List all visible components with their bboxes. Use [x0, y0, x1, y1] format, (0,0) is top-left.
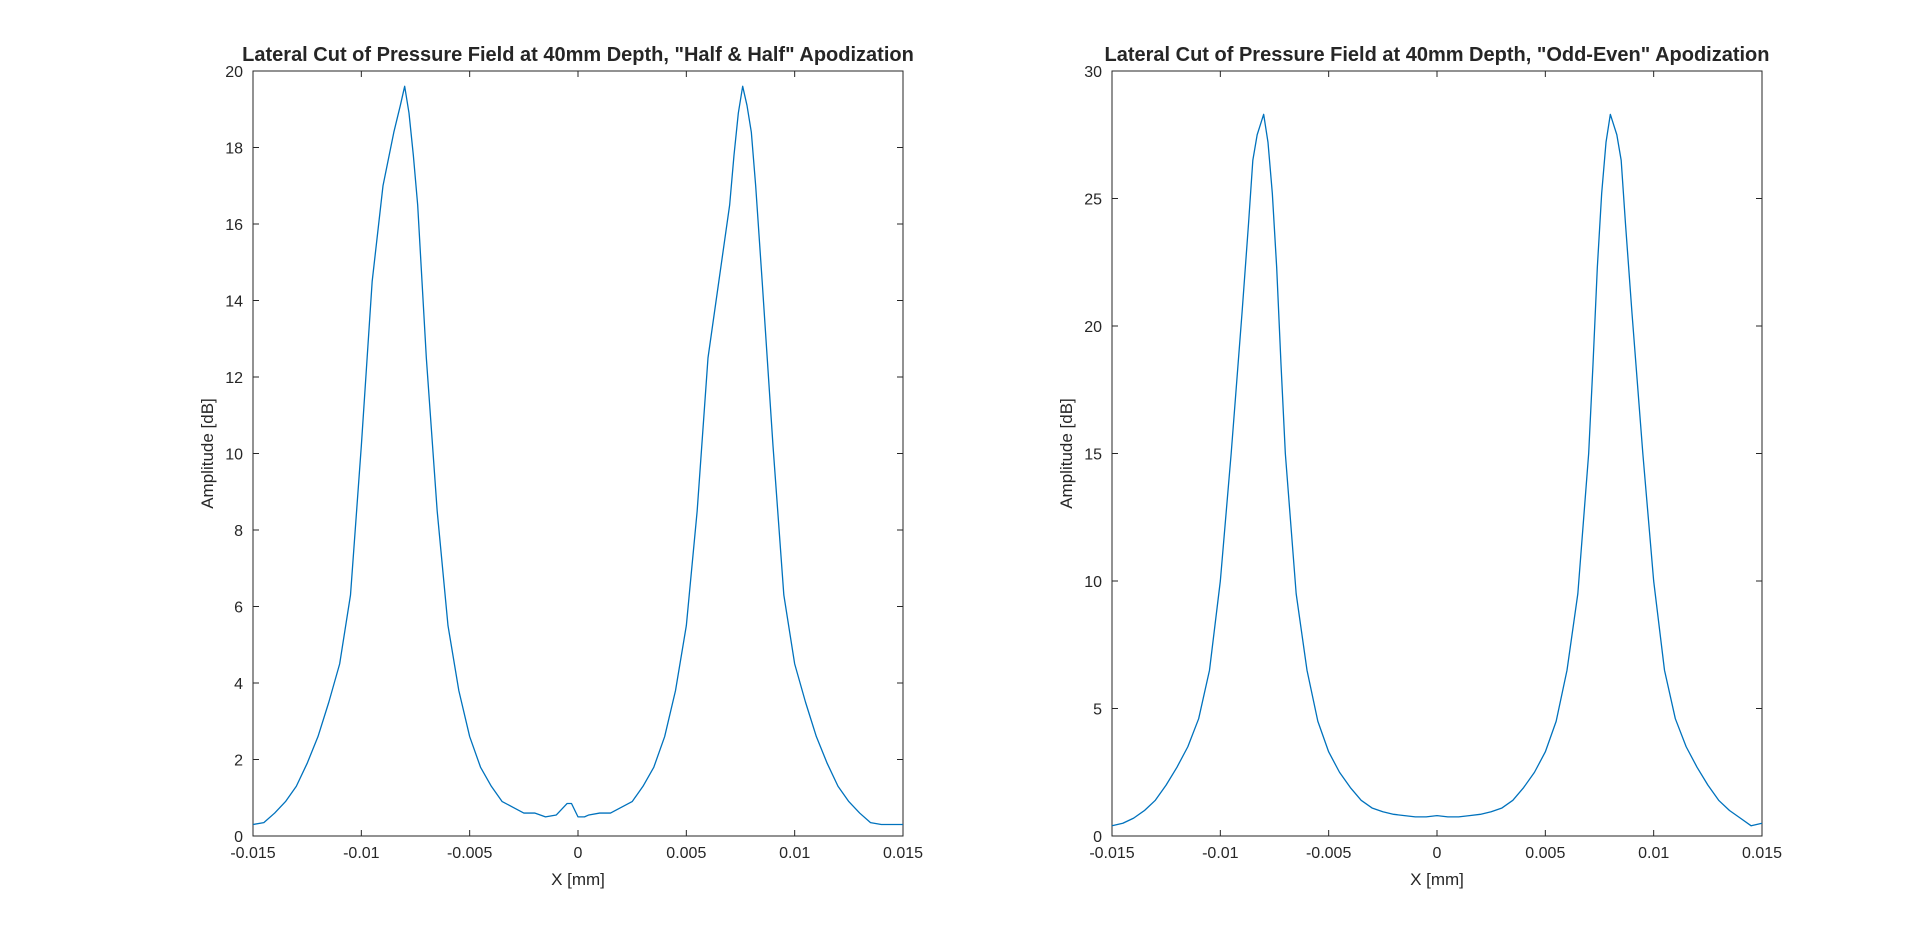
y-tick-label: 18 — [225, 141, 243, 158]
x-axis-ticks: -0.015 -0.01 -0.005 0 0.005 0.01 0.015 — [230, 71, 923, 862]
y-tick-label: 8 — [234, 523, 243, 540]
y-tick-label: 30 — [1084, 64, 1102, 81]
y-tick-label: 4 — [234, 676, 243, 693]
x-axis-label: X [mm] — [1410, 870, 1464, 889]
series-line — [252, 85, 903, 826]
y-tick-label: 0 — [234, 829, 243, 846]
x-tick-label: -0.005 — [1306, 845, 1351, 862]
y-tick-label: 15 — [1084, 447, 1102, 464]
y-tick-label: 2 — [234, 753, 243, 770]
plot-half-and-half: Lateral Cut of Pressure Field at 40mm De… — [198, 44, 923, 889]
y-axis-label: Amplitude [dB] — [1057, 398, 1076, 509]
y-tick-label: 20 — [1084, 319, 1102, 336]
x-tick-label: -0.005 — [447, 845, 492, 862]
y-tick-label: 0 — [1093, 829, 1102, 846]
x-tick-label: -0.01 — [1202, 845, 1239, 862]
plot-odd-even: Lateral Cut of Pressure Field at 40mm De… — [1057, 44, 1782, 889]
y-tick-label: 20 — [225, 64, 243, 81]
plot-title: Lateral Cut of Pressure Field at 40mm De… — [1105, 44, 1770, 66]
x-tick-label: 0.015 — [883, 845, 923, 862]
x-axis-label: X [mm] — [551, 870, 605, 889]
y-tick-label: 10 — [1084, 574, 1102, 591]
x-tick-label: 0 — [1433, 845, 1442, 862]
y-axis-ticks: 0 2 4 6 8 10 12 14 16 18 20 — [225, 64, 903, 846]
y-tick-label: 14 — [225, 294, 243, 311]
y-tick-label: 25 — [1084, 192, 1102, 209]
x-tick-label: 0.005 — [1525, 845, 1565, 862]
y-tick-label: 12 — [225, 370, 243, 387]
x-tick-label: -0.01 — [343, 845, 380, 862]
x-tick-label: 0 — [574, 845, 583, 862]
x-tick-label: -0.015 — [1089, 845, 1134, 862]
y-tick-label: 16 — [225, 217, 243, 234]
x-axis-ticks: -0.015 -0.01 -0.005 0 0.005 0.01 0.015 — [1089, 71, 1782, 862]
y-axis-ticks: 0 5 10 15 20 25 30 — [1084, 64, 1762, 846]
y-tick-label: 10 — [225, 447, 243, 464]
plot-title: Lateral Cut of Pressure Field at 40mm De… — [242, 44, 914, 66]
y-axis-label: Amplitude [dB] — [198, 398, 217, 509]
y-tick-label: 5 — [1093, 702, 1102, 719]
series-line — [1111, 113, 1763, 827]
y-tick-label: 6 — [234, 600, 243, 617]
x-tick-label: 0.005 — [666, 845, 706, 862]
x-tick-label: 0.015 — [1742, 845, 1782, 862]
x-tick-label: 0.01 — [779, 845, 810, 862]
x-tick-label: 0.01 — [1638, 845, 1669, 862]
x-tick-label: -0.015 — [230, 845, 275, 862]
